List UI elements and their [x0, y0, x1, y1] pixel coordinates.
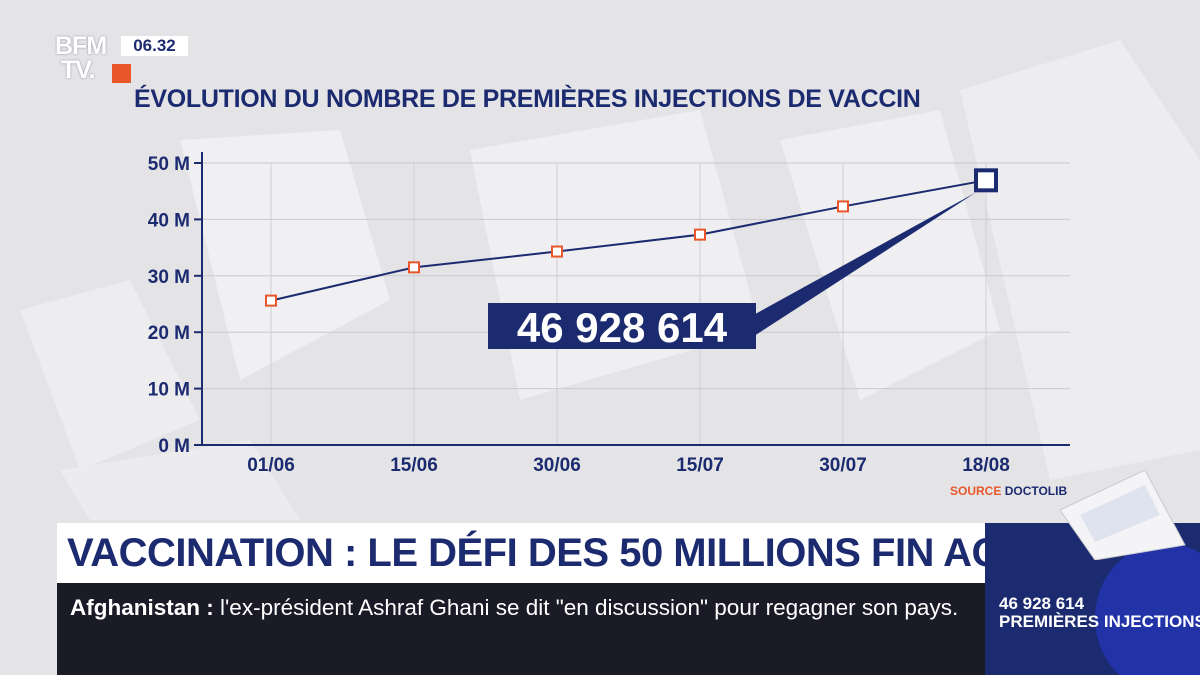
series-line	[270, 179, 987, 302]
data-point	[551, 245, 563, 258]
ticker-body: l'ex-président Ashraf Ghani se dit "en d…	[220, 595, 959, 620]
y-tick-label: 10 M	[148, 380, 190, 401]
data-point-highlight	[974, 168, 998, 193]
source-credit: SOURCE DOCTOLIB	[950, 484, 1067, 498]
y-tick-label: 40 M	[148, 210, 190, 231]
x-tick-label: 18/08	[962, 455, 1010, 476]
data-point	[837, 200, 849, 213]
logo-orange-square	[112, 64, 131, 83]
news-ticker: Afghanistan : l'ex-président Ashraf Ghan…	[57, 583, 985, 675]
x-tick-label: 15/06	[390, 455, 438, 476]
ticker-topic: Afghanistan :	[70, 595, 214, 620]
x-tick-label: 30/06	[533, 455, 581, 476]
glove-image	[1095, 543, 1200, 675]
x-tick-label: 30/07	[819, 455, 867, 476]
logo-text-bottom: TV.	[61, 56, 96, 84]
data-point	[408, 261, 420, 274]
headline-banner: VACCINATION : LE DÉFI DES 50 MILLIONS FI…	[57, 523, 1055, 583]
y-tick-label: 30 M	[148, 267, 190, 288]
vaccine-vial-image	[1059, 470, 1186, 560]
callout-label: 46 928 614	[517, 304, 728, 351]
logo-text-top: BFM	[55, 32, 107, 60]
x-tick-label: 01/06	[247, 455, 295, 476]
data-point	[265, 294, 277, 307]
y-tick-label: 50 M	[148, 154, 190, 175]
x-tick-label: 15/07	[676, 455, 724, 476]
side-panel-label: PREMIÈRES INJECTIONS	[999, 612, 1200, 631]
headline-text: VACCINATION : LE DÉFI DES 50 MILLIONS FI…	[67, 531, 1055, 575]
y-tick-label: 0 M	[158, 436, 190, 457]
source-name: DOCTOLIB	[1004, 484, 1068, 498]
chart-title: ÉVOLUTION DU NOMBRE DE PREMIÈRES INJECTI…	[134, 85, 921, 113]
callout-pointer	[748, 192, 976, 340]
clock: 06.32	[121, 36, 188, 56]
data-point	[694, 228, 706, 241]
callout-box	[488, 303, 756, 349]
side-panel-number: 46 928 614	[999, 594, 1085, 613]
bfmtv-logo: BFM TV.	[55, 34, 135, 86]
source-prefix: SOURCE	[950, 484, 1002, 498]
y-tick-label: 20 M	[148, 323, 190, 344]
line-chart: 0 M 10 M 20 M 30 M 40 M 50 M 01/06 15/06 30/06 15…	[148, 152, 1070, 476]
ticker-text: Afghanistan : l'ex-président Ashraf Ghan…	[70, 593, 970, 622]
